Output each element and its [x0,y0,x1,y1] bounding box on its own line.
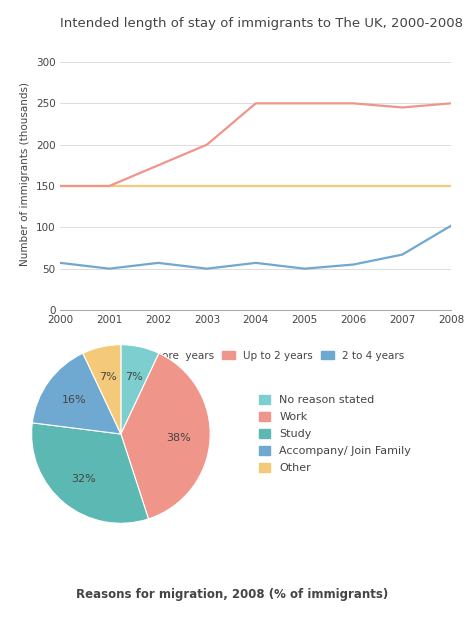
Wedge shape [121,353,210,519]
Wedge shape [121,345,159,434]
Text: Reasons for migration, 2008 (% of immigrants): Reasons for migration, 2008 (% of immigr… [76,588,389,601]
Legend: No reason stated, Work, Study, Accompany/ Join Family, Other: No reason stated, Work, Study, Accompany… [256,391,414,477]
Text: 7%: 7% [125,373,142,383]
Y-axis label: Number of immigrants (thousands): Number of immigrants (thousands) [20,82,30,265]
Wedge shape [33,353,121,434]
Text: 7%: 7% [100,373,117,383]
Text: 16%: 16% [62,395,86,405]
Text: 38%: 38% [166,433,191,443]
Wedge shape [32,423,148,523]
Text: 32%: 32% [72,474,96,484]
Text: Intended length of stay of immigrants to The UK, 2000-2008: Intended length of stay of immigrants to… [60,17,464,30]
Legend: 4 or more  years, Up to 2 years, 2 to 4 years: 4 or more years, Up to 2 years, 2 to 4 y… [103,347,409,365]
Wedge shape [83,345,121,434]
